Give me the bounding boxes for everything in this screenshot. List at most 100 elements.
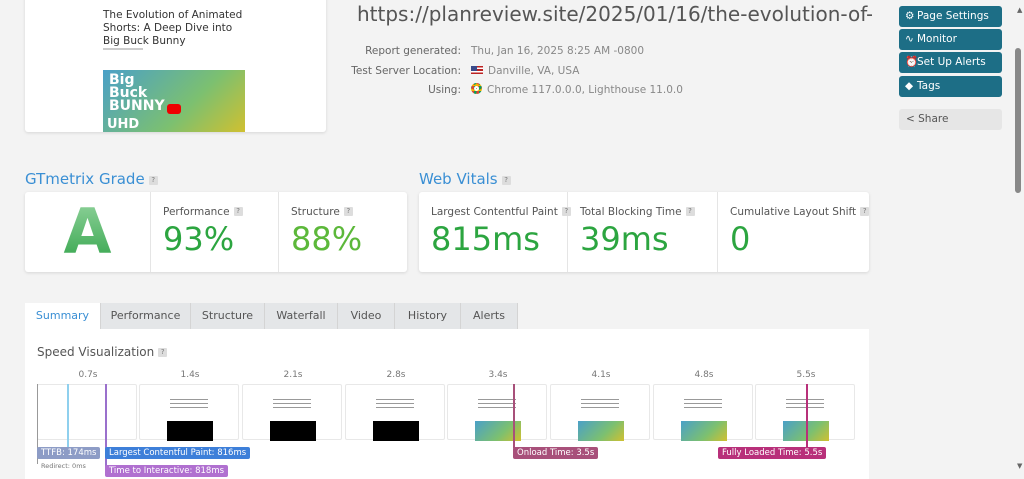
timeline-label: 0.7s — [78, 370, 98, 380]
share-icon: < — [906, 113, 919, 125]
timeline-label: 5.5s — [796, 370, 816, 380]
cls-label: Cumulative Layout Shift — [730, 206, 857, 218]
filmstrip-frame[interactable] — [37, 384, 137, 440]
filmstrip-frame[interactable] — [550, 384, 650, 441]
alarm-clock-icon: ⏰ — [905, 56, 919, 68]
tags-label: Tags — [917, 80, 941, 92]
grade-letter: A — [25, 192, 150, 272]
performance-score: 93% — [163, 220, 235, 258]
gear-icon: ⚙ — [905, 10, 915, 22]
web-vitals-heading: Web Vitals? — [419, 170, 511, 188]
timeline-label: 2.1s — [283, 370, 303, 380]
frame-image — [578, 421, 624, 441]
filmstrip-frame[interactable] — [653, 384, 753, 441]
frame-text — [478, 399, 516, 411]
page-settings-label: Page Settings — [917, 10, 989, 22]
tab-structure[interactable]: Structure — [191, 303, 265, 329]
timeline-label: 4.8s — [694, 370, 714, 380]
fully-loaded-marker — [806, 384, 808, 448]
lcp-label: Largest Contentful Paint — [431, 206, 558, 218]
server-location-label: Test Server Location: — [351, 65, 461, 77]
scroll-down-arrow[interactable]: ▼ — [1017, 462, 1023, 470]
scroll-up-arrow[interactable]: ▲ — [1017, 6, 1023, 14]
filmstrip-frame[interactable] — [139, 384, 239, 441]
report-generated-value: Thu, Jan 16, 2025 8:25 AM -0800 — [471, 45, 645, 57]
frame-text — [273, 399, 311, 411]
tab-performance[interactable]: Performance — [101, 303, 191, 329]
structure-score: 88% — [291, 220, 363, 258]
timeline-label: 3.4s — [488, 370, 508, 380]
preview-video-thumbnail: Big Buck BUNNY UHD — [103, 70, 245, 132]
scrollbar-thumb[interactable] — [1015, 48, 1021, 193]
pulse-icon: ∿ — [905, 33, 914, 45]
preview-title: The Evolution of Animated Shorts: A Deep… — [103, 9, 243, 47]
tbt-value: 39ms — [580, 220, 669, 258]
report-url[interactable]: https://planreview.site/2025/01/16/the-e… — [357, 2, 872, 26]
timeline-label: 4.1s — [591, 370, 611, 380]
tti-tag: Time to Interactive: 818ms — [105, 465, 229, 477]
preview-byline — [103, 48, 143, 50]
speed-visualization-heading: Speed Visualization? — [37, 345, 168, 359]
tbt-label: Total Blocking Time — [580, 206, 682, 218]
ttfb-marker — [67, 384, 69, 448]
fully-loaded-tag: Fully Loaded Time: 5.5s — [718, 447, 827, 459]
alerts-label: Set Up Alerts — [917, 56, 986, 68]
timeline-label: 1.4s — [180, 370, 200, 380]
tab-summary[interactable]: Summary — [25, 303, 101, 329]
tab-video[interactable]: Video — [338, 303, 395, 329]
onload-tag: Onload Time: 3.5s — [513, 447, 599, 459]
frame-text — [786, 399, 824, 411]
start-marker — [37, 384, 38, 464]
using-value: Chrome 117.0.0.0, Lighthouse 11.0.0 — [487, 84, 683, 96]
gtmetrix-grade-heading: GTmetrix Grade? — [25, 170, 158, 188]
tag-icon: ◆ — [905, 80, 914, 92]
using-label: Using: — [428, 84, 461, 96]
help-icon[interactable]: ? — [860, 207, 870, 216]
frame-text — [170, 399, 208, 411]
frame-image — [270, 421, 316, 441]
share-label: Share — [918, 113, 949, 125]
server-location-value: Danville, VA, USA — [488, 65, 580, 77]
tags-button[interactable]: ◆ Tags — [899, 76, 1002, 97]
frame-text — [376, 399, 414, 411]
tab-history[interactable]: History — [395, 303, 461, 329]
filmstrip-frame[interactable] — [447, 384, 547, 441]
performance-label: Performance — [163, 206, 230, 218]
us-flag-icon — [471, 66, 483, 74]
report-tabs: Summary Performance Structure Waterfall … — [25, 303, 518, 329]
filmstrip-frame[interactable] — [242, 384, 342, 441]
frame-image — [681, 421, 727, 441]
report-generated-label: Report generated: — [365, 45, 461, 57]
monitor-button[interactable]: ∿ Monitor — [899, 29, 1002, 50]
play-icon — [167, 104, 181, 114]
help-icon[interactable]: ? — [148, 176, 158, 185]
tab-alerts[interactable]: Alerts — [461, 303, 518, 329]
help-icon[interactable]: ? — [158, 348, 168, 357]
help-icon[interactable]: ? — [561, 207, 571, 216]
video-uhd-label: UHD — [107, 117, 140, 132]
monitor-label: Monitor — [917, 33, 957, 45]
share-button[interactable]: < Share — [899, 109, 1002, 130]
page-settings-button[interactable]: ⚙ Page Settings — [899, 6, 1002, 27]
web-vitals-panel: Largest Contentful Paint? 815ms Total Blo… — [419, 192, 870, 272]
frame-text — [684, 399, 722, 411]
help-icon[interactable]: ? — [233, 207, 243, 216]
video-title: Big Buck BUNNY — [109, 72, 165, 114]
help-icon[interactable]: ? — [501, 176, 511, 185]
filmstrip-frame[interactable] — [755, 384, 855, 441]
timeline-label: 2.8s — [386, 370, 406, 380]
set-up-alerts-button[interactable]: ⏰Set Up Alerts — [899, 52, 1002, 73]
help-icon[interactable]: ? — [343, 207, 353, 216]
onload-marker — [513, 384, 515, 448]
page-screenshot: The Evolution of Animated Shorts: A Deep… — [25, 0, 326, 132]
frame-image — [475, 421, 521, 441]
help-icon[interactable]: ? — [685, 207, 695, 216]
cls-value: 0 — [730, 220, 751, 258]
filmstrip-frame[interactable] — [345, 384, 445, 441]
tab-waterfall[interactable]: Waterfall — [265, 303, 338, 329]
chrome-icon — [471, 83, 482, 94]
ttfb-tag: TTFB: 174ms — [37, 447, 101, 459]
frame-image — [167, 421, 213, 441]
frame-image — [373, 421, 419, 441]
lcp-value: 815ms — [431, 220, 540, 258]
